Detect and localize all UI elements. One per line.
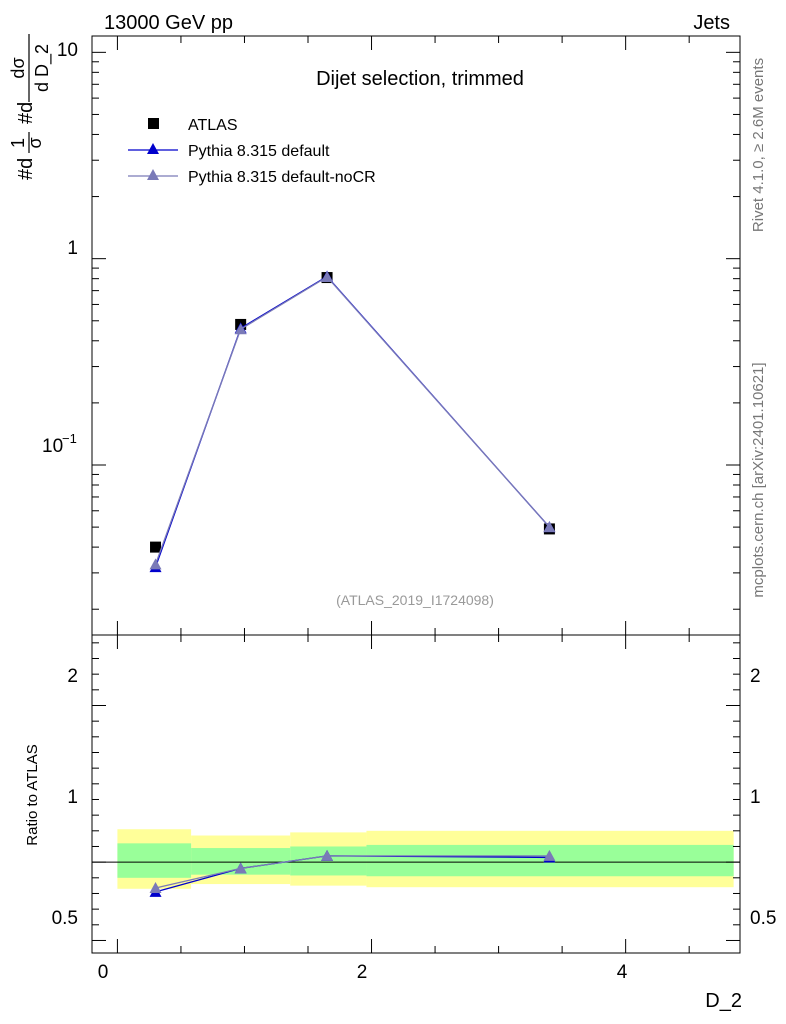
band-inner-0	[117, 843, 192, 878]
legend-label-default: Pythia 8.315 default	[188, 143, 330, 160]
header-right-label: Jets	[693, 12, 730, 34]
y-tick-label-10: 10	[57, 40, 78, 61]
ratio-tick-label-0.5-right: 0.5	[750, 908, 776, 929]
header-left-label: 13000 GeV pp	[104, 12, 233, 34]
legend-label-atlas: ATLAS	[188, 117, 238, 134]
default-main-line	[154, 275, 550, 568]
ylabel-num2: dσ	[8, 57, 28, 78]
rivet-label: Rivet 4.1.0, ≥ 2.6M events	[750, 58, 767, 232]
nocr-main-line	[154, 276, 550, 565]
mcplots-label: mcplots.cern.ch [arXiv:2401.10621]	[750, 362, 767, 597]
x-axis-label: D_2	[705, 990, 742, 1012]
plot-title: Dijet selection, trimmed	[316, 68, 524, 90]
nocr-main-point-3	[543, 521, 556, 533]
ratio-tick-label-0.5-left: 0.5	[52, 908, 78, 929]
x-tick-label-4: 4	[617, 962, 628, 983]
y-tick-label-exp: −1	[62, 431, 77, 446]
nocr-main-point-1	[234, 323, 247, 335]
atlas-point-0	[150, 541, 162, 553]
y-axis-label-ratio: Ratio to ATLAS	[24, 744, 41, 845]
x-tick-label-2: 2	[357, 962, 368, 983]
ratio-tick-label-1-left: 1	[67, 787, 78, 808]
nocr-main-point-0	[149, 558, 162, 570]
y-tick-label-1: 1	[67, 238, 78, 259]
legend-label-nocr: Pythia 8.315 default-noCR	[188, 169, 376, 186]
ratio-uncertainty-bands	[117, 829, 734, 889]
ylabel-pre: #d	[15, 158, 37, 180]
legend-marker-default	[147, 143, 159, 154]
nocr-ratio-line	[155, 855, 550, 889]
y-tick-label-base: 10	[42, 436, 63, 457]
ratio-plot-frame	[91, 634, 741, 954]
y-tick-label-0.1: 10 −1	[42, 431, 77, 457]
ylabel-den2: d D_2	[32, 44, 53, 92]
axis-ticks	[92, 36, 740, 953]
nocr-main-point-2	[321, 271, 334, 283]
y-axis-label-main: #d 1 σ #d dσ d D_2	[8, 34, 53, 180]
nocr-ratio-point-0	[149, 881, 162, 893]
ylabel-num1: 1	[8, 138, 28, 148]
nocr-ratio-point-2	[321, 849, 334, 861]
legend-marker-nocr	[147, 169, 159, 180]
legend-marker-atlas	[148, 118, 159, 129]
ratio-tick-label-1-right: 1	[750, 787, 761, 808]
data-marks	[149, 270, 556, 897]
ylabel-mid: #d	[15, 102, 37, 124]
ratio-tick-label-2-right: 2	[750, 666, 761, 687]
ylabel-den1: σ	[25, 137, 45, 148]
analysis-watermark: (ATLAS_2019_I1724098)	[336, 592, 494, 608]
nocr-ratio-point-1	[234, 862, 247, 874]
band-inner-2	[290, 846, 367, 876]
x-tick-label-0: 0	[98, 962, 109, 983]
ratio-tick-label-2-left: 2	[67, 666, 78, 687]
legend: ATLAS Pythia 8.315 default Pythia 8.315 …	[128, 117, 376, 186]
nocr-ratio-point-3	[543, 849, 556, 861]
